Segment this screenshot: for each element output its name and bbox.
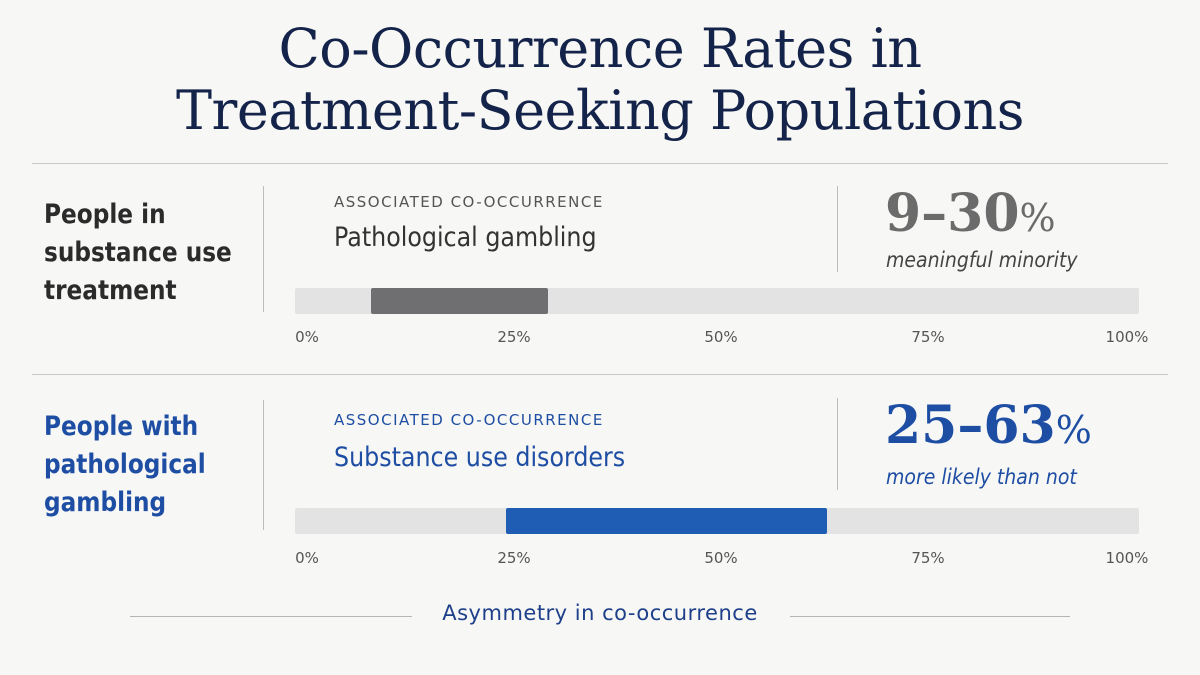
group-2-label-divider: [263, 400, 264, 530]
group-1-kicker: ASSOCIATED CO-OCCURRENCE: [334, 193, 604, 211]
footer-line-right: [790, 616, 1070, 617]
group-2-tick-label: 50%: [704, 549, 738, 567]
group-1-label-line-3: treatment: [44, 275, 177, 306]
group-2-percent: 25–63%: [885, 398, 1092, 458]
group-1-tick-label: 100%: [1105, 328, 1149, 346]
chart-title: Co-Occurrence Rates in Treatment-Seeking…: [0, 18, 1200, 142]
group-1-percent: 9–30%: [885, 186, 1056, 246]
group-2-range-text: 25–63: [885, 395, 1056, 456]
group-1-bar: [370, 288, 549, 314]
middle-divider: [32, 374, 1168, 375]
group-2-tick-label: 25%: [497, 549, 531, 567]
group-1-label: People in substance use treatment: [44, 196, 232, 310]
group-1-value-divider: [837, 186, 838, 272]
group-2-tick-label: 0%: [295, 549, 319, 567]
group-1-track: [295, 288, 1139, 314]
group-2-label-line-3: gambling: [44, 487, 167, 518]
group-2-bar: [506, 508, 827, 534]
top-divider: [32, 163, 1168, 164]
footer-caption: Asymmetry in co-occurrence: [442, 601, 758, 625]
group-1-description: meaningful minority: [886, 248, 1078, 272]
group-2-item: Substance use disorders: [334, 442, 626, 473]
group-1-label-line-2: substance use: [44, 237, 232, 268]
group-1-percent-sign: %: [1019, 196, 1056, 240]
footer-line-left: [130, 616, 412, 617]
group-1-label-line-1: People in: [44, 199, 166, 230]
group-2-label-line-2: pathological: [44, 449, 206, 480]
group-2-tick-label: 100%: [1105, 549, 1149, 567]
group-2-percent-sign: %: [1055, 408, 1092, 452]
group-2-track: [295, 508, 1139, 534]
group-2-description: more likely than not: [886, 465, 1077, 489]
group-2-label-line-1: People with: [44, 411, 199, 442]
chart-title-line-1: Co-Occurrence Rates in: [278, 17, 922, 80]
group-1-item: Pathological gambling: [334, 222, 597, 253]
group-1-tick-label: 75%: [911, 328, 945, 346]
group-1-tick-label: 0%: [295, 328, 319, 346]
group-1-label-divider: [263, 186, 264, 312]
group-1-tick-label: 25%: [497, 328, 531, 346]
chart-title-line-2: Treatment-Seeking Populations: [176, 79, 1024, 142]
group-2-label: People with pathological gambling: [44, 408, 206, 522]
group-1-tick-label: 50%: [704, 328, 738, 346]
group-2-value-divider: [837, 398, 838, 490]
group-2-kicker: ASSOCIATED CO-OCCURRENCE: [334, 411, 604, 429]
group-1-range-text: 9–30: [885, 183, 1020, 244]
group-2-tick-label: 75%: [911, 549, 945, 567]
